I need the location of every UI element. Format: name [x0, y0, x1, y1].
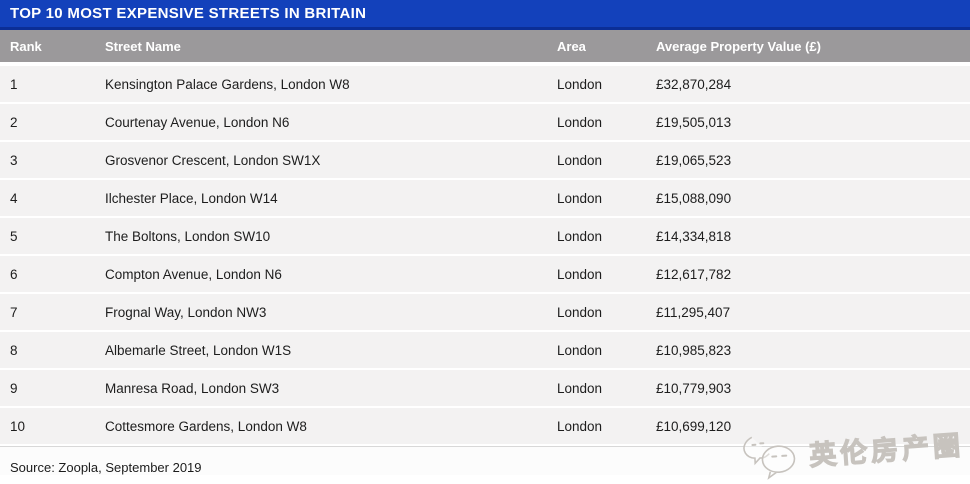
area-cell: London — [557, 190, 603, 206]
table-row: 7 Frognal Way, London NW3 London £11,295… — [0, 294, 970, 330]
rank-cell: 5 — [10, 228, 18, 244]
title-bar: TOP 10 MOST EXPENSIVE STREETS IN BRITAIN — [0, 0, 970, 30]
value-cell: £12,617,782 — [656, 266, 732, 282]
value-cell: £10,779,903 — [656, 380, 732, 396]
street-cell: Compton Avenue, London N6 — [105, 266, 282, 282]
rank-cell: 6 — [10, 266, 18, 282]
value-cell: £15,088,090 — [656, 190, 732, 206]
source-note: Source: Zoopla, September 2019 — [10, 460, 202, 475]
table-header-row: Rank Street Name Area Average Property V… — [0, 30, 970, 62]
rank-cell: 2 — [10, 114, 18, 130]
area-cell: London — [557, 342, 603, 358]
rank-cell: 10 — [10, 418, 26, 434]
rank-cell: 3 — [10, 152, 18, 168]
area-cell: London — [557, 266, 603, 282]
area-cell: London — [557, 380, 603, 396]
rank-cell: 8 — [10, 342, 18, 358]
street-cell: Ilchester Place, London W14 — [105, 190, 278, 206]
table-row: 3 Grosvenor Crescent, London SW1X London… — [0, 142, 970, 178]
area-cell: London — [557, 304, 603, 320]
table-row: 6 Compton Avenue, London N6 London £12,6… — [0, 256, 970, 292]
value-cell: £19,065,523 — [656, 152, 732, 168]
area-cell: London — [557, 76, 603, 92]
street-cell: Courtenay Avenue, London N6 — [105, 114, 290, 130]
street-cell: Albemarle Street, London W1S — [105, 342, 292, 358]
table-body: 1 Kensington Palace Gardens, London W8 L… — [0, 66, 970, 447]
street-cell: Cottesmore Gardens, London W8 — [105, 418, 307, 434]
table-row: 1 Kensington Palace Gardens, London W8 L… — [0, 66, 970, 102]
column-header-average-property-value: Average Property Value (£) — [656, 38, 821, 54]
table-row: 9 Manresa Road, London SW3 London £10,77… — [0, 370, 970, 406]
street-cell: Frognal Way, London NW3 — [105, 304, 267, 320]
rank-cell: 1 — [10, 76, 18, 92]
rank-cell: 9 — [10, 380, 18, 396]
value-cell: £11,295,407 — [656, 304, 731, 320]
column-header-street-name: Street Name — [105, 38, 181, 54]
value-cell: £10,985,823 — [656, 342, 732, 358]
street-cell: Kensington Palace Gardens, London W8 — [105, 76, 350, 92]
street-cell: Manresa Road, London SW3 — [105, 380, 280, 396]
table-row: 4 Ilchester Place, London W14 London £15… — [0, 180, 970, 216]
rank-cell: 4 — [10, 190, 18, 206]
area-cell: London — [557, 114, 603, 130]
value-cell: £10,699,120 — [656, 418, 732, 434]
rank-cell: 7 — [10, 304, 18, 320]
table-row: 8 Albemarle Street, London W1S London £1… — [0, 332, 970, 368]
street-cell: The Boltons, London SW10 — [105, 228, 271, 244]
table-row: 2 Courtenay Avenue, London N6 London £19… — [0, 104, 970, 140]
table-row: 5 The Boltons, London SW10 London £14,33… — [0, 218, 970, 254]
value-cell: £14,334,818 — [656, 228, 732, 244]
column-header-rank: Rank — [10, 38, 42, 54]
area-cell: London — [557, 228, 603, 244]
area-cell: London — [557, 152, 603, 168]
table-row: 10 Cottesmore Gardens, London W8 London … — [0, 408, 970, 444]
street-cell: Grosvenor Crescent, London SW1X — [105, 152, 321, 168]
value-cell: £19,505,013 — [656, 114, 732, 130]
area-cell: London — [557, 418, 603, 434]
value-cell: £32,870,284 — [656, 76, 732, 92]
column-header-area: Area — [557, 38, 586, 54]
page-title: TOP 10 MOST EXPENSIVE STREETS IN BRITAIN — [10, 5, 367, 22]
footer: Source: Zoopla, September 2019 — [0, 447, 970, 475]
